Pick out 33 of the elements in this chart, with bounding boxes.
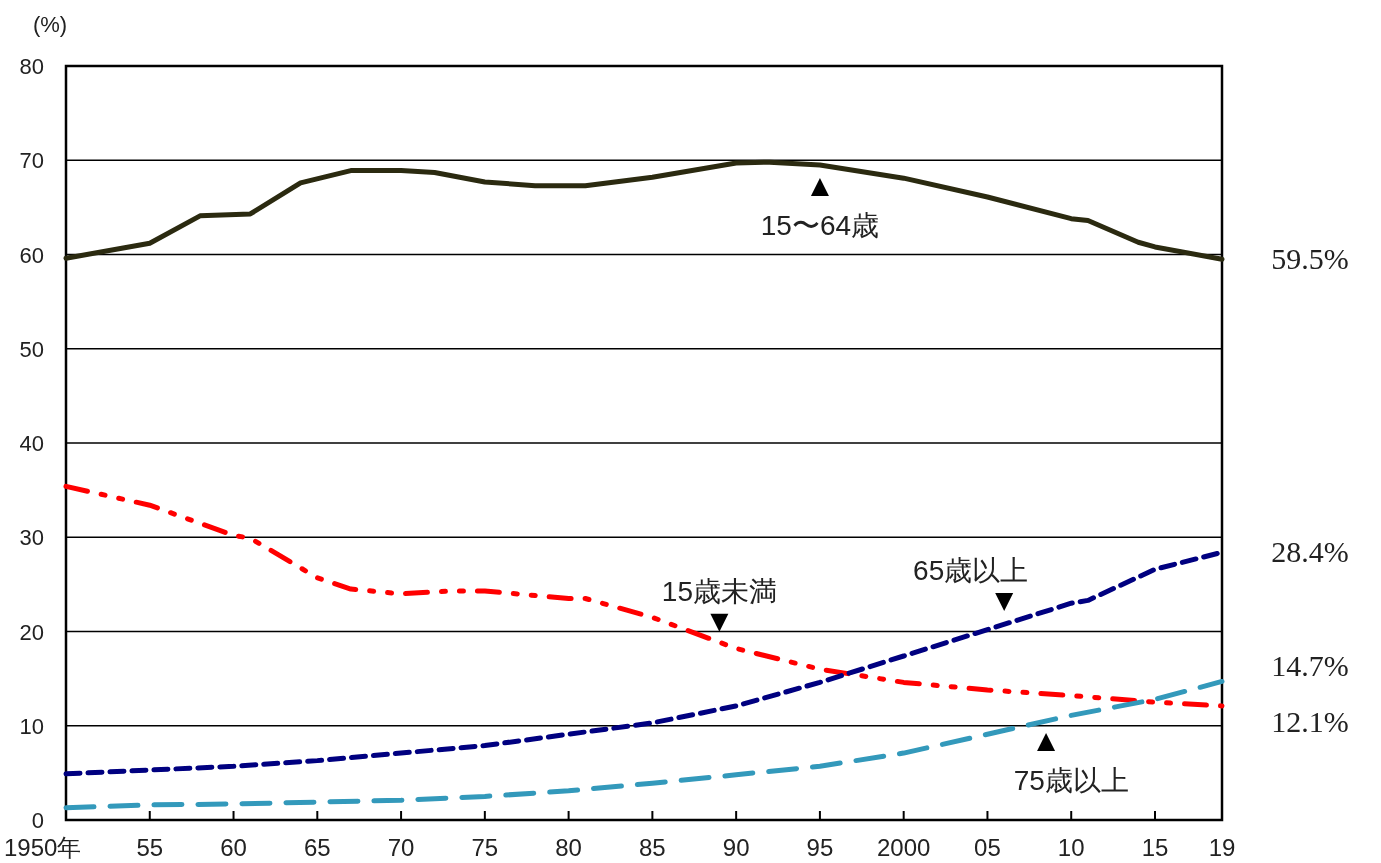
x-tick-label: 1950年	[4, 834, 82, 861]
annotation: 15歳未満	[661, 575, 777, 607]
x-tick-label: 15	[1141, 834, 1169, 861]
x-tick-label: 95	[806, 834, 834, 861]
annotation: 15〜64歳	[760, 209, 880, 241]
x-tick-label: 2000	[876, 834, 931, 861]
y-tick-label: 20	[19, 619, 44, 645]
x-tick-label: 19	[1208, 834, 1236, 861]
y-tick-label: 10	[19, 713, 44, 739]
x-tick-label: 80	[555, 834, 582, 861]
x-tick-label: 05	[974, 834, 1001, 861]
x-tick-label: 90	[722, 834, 750, 861]
x-tick-label: 65	[303, 834, 331, 861]
y-tick-label: 40	[19, 431, 44, 456]
annotation: 28.4%	[1271, 535, 1349, 569]
y-tick-label: 80	[19, 54, 44, 79]
x-tick-label: 70	[387, 834, 415, 861]
annotation: 65歳以上	[913, 554, 1029, 586]
y-tick-label: 70	[19, 148, 44, 174]
x-tick-label: 75	[471, 834, 499, 861]
x-tick-label: 60	[220, 834, 247, 861]
annotation: 75歳以上	[1013, 765, 1129, 797]
y-tick-label: 60	[19, 242, 44, 268]
y-axis-title: (%)	[32, 12, 68, 37]
annotation: 12.1%	[1271, 704, 1349, 738]
y-tick-label: 0	[31, 808, 44, 833]
x-tick-label: 85	[639, 834, 666, 861]
y-tick-label: 50	[19, 336, 44, 362]
annotation: 59.5%	[1271, 242, 1349, 276]
x-tick-label: 10	[1057, 834, 1085, 861]
y-tick-label: 30	[19, 525, 44, 551]
x-tick-label: 55	[136, 834, 164, 861]
annotation: 14.7%	[1271, 648, 1349, 682]
